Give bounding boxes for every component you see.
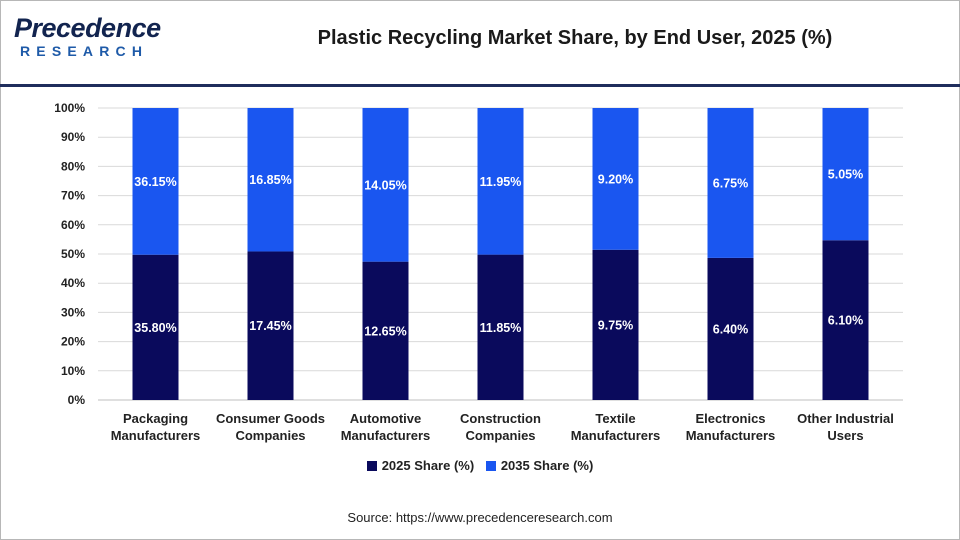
bar-segment-2035 xyxy=(822,108,869,241)
bar-segment-2035 xyxy=(707,108,754,258)
data-label-2025: 9.75% xyxy=(598,318,633,332)
x-category-label: Manufacturers xyxy=(341,428,431,443)
legend: 2025 Share (%) 2035 Share (%) xyxy=(0,458,960,474)
y-tick-label: 80% xyxy=(61,159,85,173)
bar-segment-2035 xyxy=(592,108,639,250)
chart-title: Plastic Recycling Market Share, by End U… xyxy=(317,27,833,49)
legend-swatch-2035 xyxy=(485,460,496,471)
y-tick-label: 30% xyxy=(61,305,85,319)
x-category-label: Electronics xyxy=(695,411,765,426)
data-label-2025: 17.45% xyxy=(249,319,291,333)
bars xyxy=(132,108,869,400)
stacked-bar-chart: 0% 10% 20% 30% 40% 50% 60% 70% 80% 90% 100% 35.80%… xyxy=(54,101,903,443)
y-tick-label: 20% xyxy=(61,335,85,349)
y-tick-label: 10% xyxy=(61,364,85,378)
data-label-2025: 35.80% xyxy=(134,321,176,335)
logo-brand-text: Precedence xyxy=(14,13,161,43)
legend-item-2035: 2035 Share (%) xyxy=(485,458,594,473)
x-category-label: Automotive xyxy=(350,411,422,426)
y-axis-tick-labels: 0% 10% 20% 30% 40% 50% 60% 70% 80% 90% 100% xyxy=(54,101,85,407)
data-label-2035: 36.15% xyxy=(134,175,176,189)
y-tick-label: 60% xyxy=(61,218,85,232)
data-label-2025: 6.40% xyxy=(713,322,748,336)
logo-sub-text: RESEARCH xyxy=(20,43,149,59)
bar-segment-2025 xyxy=(132,254,179,400)
data-labels: 35.80% 36.15% 17.45% 16.85% 12.65% 14.05% 11.8… xyxy=(134,168,863,339)
x-category-label: Users xyxy=(827,428,863,443)
bar-segment-2025 xyxy=(477,254,524,400)
header: Precedence RESEARCH Plastic Recycling Ma… xyxy=(0,0,960,84)
data-label-2025: 6.10% xyxy=(828,314,863,328)
data-label-2035: 9.20% xyxy=(598,172,633,186)
x-category-label: Other Industrial xyxy=(797,411,894,426)
legend-item-2025: 2025 Share (%) xyxy=(366,458,475,473)
legend-label-2035: 2035 Share (%) xyxy=(500,458,594,473)
bar-segment-2025 xyxy=(247,251,294,400)
y-tick-label: 90% xyxy=(61,130,85,144)
x-category-label: Construction xyxy=(460,411,541,426)
x-category-label: Packaging xyxy=(123,411,188,426)
bar-segment-2025 xyxy=(707,257,754,400)
bar-segment-2025 xyxy=(362,261,409,400)
data-label-2035: 16.85% xyxy=(249,173,291,187)
y-tick-label: 70% xyxy=(61,189,85,203)
bar-segment-2035 xyxy=(362,108,409,262)
x-category-label: Manufacturers xyxy=(686,428,776,443)
bar-segment-2035 xyxy=(132,108,179,255)
x-category-label: Companies xyxy=(465,428,535,443)
x-category-label: Textile xyxy=(595,411,635,426)
x-category-label: Companies xyxy=(235,428,305,443)
data-label-2035: 6.75% xyxy=(713,176,748,190)
x-category-label: Manufacturers xyxy=(111,428,201,443)
legend-swatch-2025 xyxy=(366,460,377,471)
bar-segment-2025 xyxy=(592,249,639,400)
bar-segment-2035 xyxy=(247,108,294,252)
data-label-2035: 5.05% xyxy=(828,168,863,182)
header-divider xyxy=(0,84,960,87)
data-label-2025: 11.85% xyxy=(480,321,522,335)
source-note: Source: https://www.precedenceresearch.c… xyxy=(347,510,613,525)
data-label-2025: 12.65% xyxy=(364,324,406,338)
y-tick-label: 0% xyxy=(68,393,86,407)
x-category-label: Manufacturers xyxy=(571,428,661,443)
data-label-2035: 11.95% xyxy=(480,175,522,189)
y-tick-label: 50% xyxy=(61,247,85,261)
x-category-label: Consumer Goods xyxy=(216,411,325,426)
x-axis-category-labels: Packaging Manufacturers Consumer Goods Comp… xyxy=(111,411,894,443)
y-tick-label: 40% xyxy=(61,276,85,290)
legend-label-2025: 2025 Share (%) xyxy=(381,458,475,473)
data-label-2035: 14.05% xyxy=(364,178,406,192)
precedence-research-logo: Precedence RESEARCH xyxy=(14,12,164,64)
bar-segment-2025 xyxy=(822,240,869,400)
y-tick-label: 100% xyxy=(54,101,85,115)
bar-segment-2035 xyxy=(477,108,524,255)
